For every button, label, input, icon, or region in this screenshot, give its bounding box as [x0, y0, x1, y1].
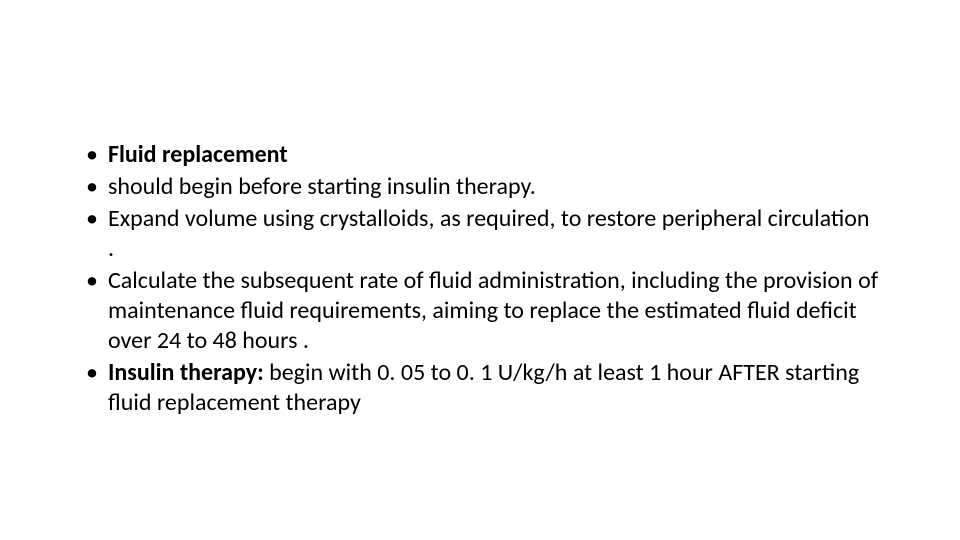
list-item: Fluid replacement [80, 140, 880, 170]
list-item: should begin before starting insulin the… [80, 172, 880, 202]
list-item: Calculate the subsequent rate of fluid a… [80, 266, 880, 356]
text-run: Insulin therapy: [108, 358, 269, 387]
text-run: Fluid replacement [108, 140, 288, 169]
text-run: Expand volume using crystalloids, as req… [108, 204, 870, 263]
slide: Fluid replacement should begin before sta… [0, 0, 960, 540]
text-run: should begin before starting insulin the… [108, 172, 536, 201]
list-item: Expand volume using crystalloids, as req… [80, 204, 880, 264]
text-run: Calculate the subsequent rate of fluid a… [108, 266, 878, 355]
list-item: Insulin therapy: begin with 0. 05 to 0. … [80, 358, 880, 418]
bullet-list: Fluid replacement should begin before sta… [80, 140, 880, 418]
